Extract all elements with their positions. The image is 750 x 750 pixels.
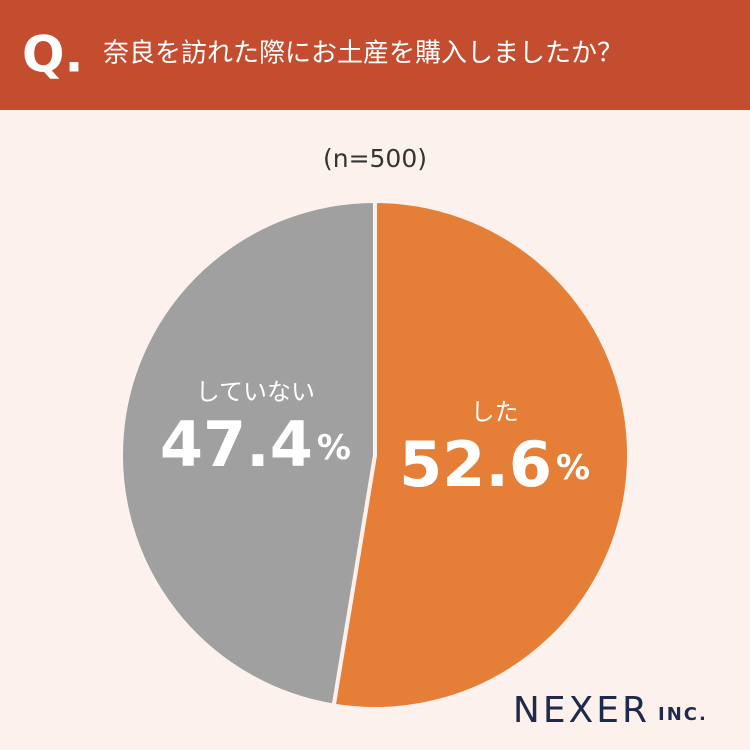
pie-slice	[119, 199, 377, 708]
slice-value-label: 47.4%	[160, 408, 351, 481]
slice-value-label: 52.6%	[399, 428, 590, 501]
brand: NEXER	[513, 690, 650, 731]
question-title: 奈良を訪れた際にお土産を購入しましたか？	[103, 39, 623, 69]
brand-suffix: INC.	[658, 704, 708, 725]
slice-category-label: した	[471, 398, 519, 426]
pie-slice	[331, 199, 631, 711]
slice-category-label: していない	[196, 378, 315, 406]
header-bar	[0, 0, 750, 110]
chart-subtitle: (n=500)	[323, 144, 427, 173]
question-prefix: Q.	[22, 26, 84, 84]
